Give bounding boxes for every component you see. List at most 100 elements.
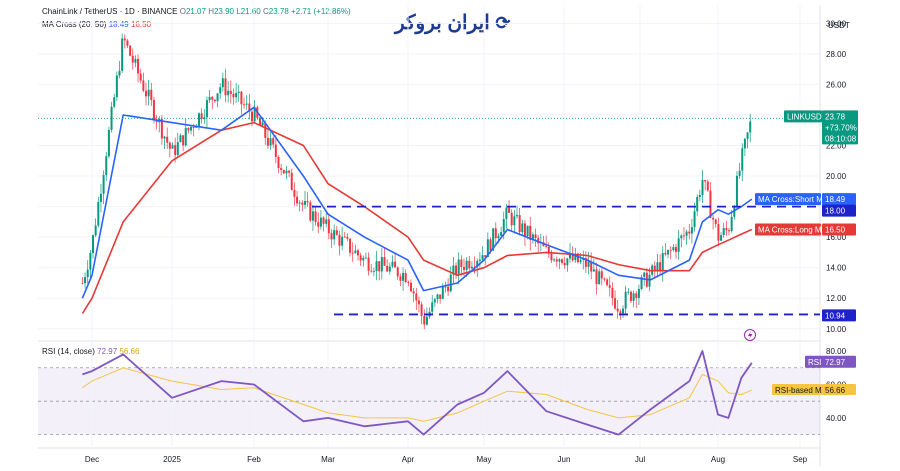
candle-body xyxy=(518,215,521,233)
time-axis[interactable]: Dec 2025 Feb Mar Apr May Jun Jul Aug Sep xyxy=(85,5,808,464)
candle-body xyxy=(338,234,341,246)
time-tick-label: Jun xyxy=(558,455,571,464)
candle-body xyxy=(277,157,280,169)
resistance-badge-text: 18.00 xyxy=(825,207,846,216)
open-value: 21.07 xyxy=(185,7,206,16)
candle-body xyxy=(529,225,532,241)
candle-body xyxy=(561,259,564,264)
series-lines xyxy=(38,106,820,436)
candle-body xyxy=(333,230,336,240)
candle-body xyxy=(584,258,587,267)
candle-body xyxy=(693,211,696,228)
candle-body xyxy=(667,249,670,255)
candle-body xyxy=(264,122,267,138)
candle-body xyxy=(235,92,238,98)
candle-body xyxy=(592,269,595,272)
candle-body xyxy=(351,252,354,254)
candle-body xyxy=(84,277,87,284)
candle-body xyxy=(677,238,680,252)
rsi-ma-badge-text: 56.66 xyxy=(825,386,846,395)
ma-legend[interactable]: MA Cross (20, 50) 18.49 16.50 xyxy=(42,20,151,29)
candle-body xyxy=(176,142,179,156)
candle-body xyxy=(465,260,468,270)
candle-body xyxy=(741,148,744,171)
rsi-ma-tag-bg xyxy=(772,384,822,396)
rsi-tick-label: 40.00 xyxy=(826,414,847,423)
candle-body xyxy=(343,236,346,238)
horizontal-levels[interactable] xyxy=(312,205,820,316)
candle-body xyxy=(576,253,579,263)
price-tick-label: 28.00 xyxy=(826,50,847,59)
candle-body xyxy=(330,233,333,240)
candle-body xyxy=(272,138,275,145)
price-tick-label: 30.00 xyxy=(826,19,847,28)
candle-body xyxy=(508,207,511,213)
candle-body xyxy=(107,129,110,157)
rsi-legend[interactable]: RSI (14, close) 72.97 56.66 xyxy=(42,347,139,356)
candle-body xyxy=(569,253,571,259)
candle-body xyxy=(417,300,420,305)
price-tick-label: 26.00 xyxy=(826,80,847,89)
candle-body xyxy=(587,261,590,267)
candle-body xyxy=(455,265,458,275)
candle-body xyxy=(89,252,92,270)
candle-body xyxy=(484,255,487,258)
candle-body xyxy=(311,211,314,221)
candle-body xyxy=(704,180,707,182)
candle-body xyxy=(404,272,407,283)
price-axis[interactable]: 30.0028.0026.0024.0022.0020.0018.0016.00… xyxy=(38,19,847,334)
candle-body xyxy=(97,202,100,226)
short-ma-tag-bg xyxy=(755,193,821,206)
candle-body xyxy=(388,266,391,272)
candle-body xyxy=(394,261,397,268)
high-value: 23.90 xyxy=(213,7,235,16)
candle-body xyxy=(478,259,481,261)
candle-body xyxy=(728,230,730,232)
candle-body xyxy=(293,190,296,197)
candle-body xyxy=(86,269,89,278)
rsi-legend-label: RSI (14, close) xyxy=(42,347,95,356)
candle-body xyxy=(563,263,566,266)
lightning-icon[interactable] xyxy=(744,329,756,341)
candle-body xyxy=(733,206,736,217)
candle-body xyxy=(205,100,208,118)
candle-body xyxy=(505,207,508,220)
candle-body xyxy=(415,293,418,301)
candle-body xyxy=(102,175,105,194)
candle-body xyxy=(470,266,473,269)
candle-body xyxy=(553,259,556,261)
candle-body xyxy=(131,55,134,63)
candle-body xyxy=(627,291,630,293)
rsi-tick-label: 80.00 xyxy=(826,347,847,356)
candle-body xyxy=(682,235,685,237)
candles xyxy=(81,33,752,330)
currency-label: USDT xyxy=(828,21,850,30)
candle-body xyxy=(198,113,200,126)
candle-body xyxy=(150,89,153,101)
candle-body xyxy=(145,90,147,97)
price-tick-label: 20.00 xyxy=(826,172,847,181)
candle-body xyxy=(640,276,643,290)
candle-body xyxy=(735,175,738,207)
candle-body xyxy=(685,231,688,236)
rsi-line xyxy=(82,350,753,436)
candle-body xyxy=(675,247,677,252)
candle-body xyxy=(317,222,320,227)
candle-body xyxy=(423,315,426,325)
candle-body xyxy=(410,282,412,292)
rsi-badge-text: 72.97 xyxy=(825,358,846,367)
candle-body xyxy=(698,195,701,198)
candle-body xyxy=(717,224,720,241)
price-tick-label: 16.00 xyxy=(826,233,847,242)
candle-body xyxy=(274,144,277,158)
candle-body xyxy=(749,121,752,133)
candle-body xyxy=(555,259,558,262)
candle-body xyxy=(500,231,503,236)
candle-body xyxy=(672,247,675,251)
rsi-tag-bg xyxy=(805,355,823,368)
candle-body xyxy=(380,257,383,272)
candle-body xyxy=(94,225,97,236)
candle-body xyxy=(105,156,108,176)
